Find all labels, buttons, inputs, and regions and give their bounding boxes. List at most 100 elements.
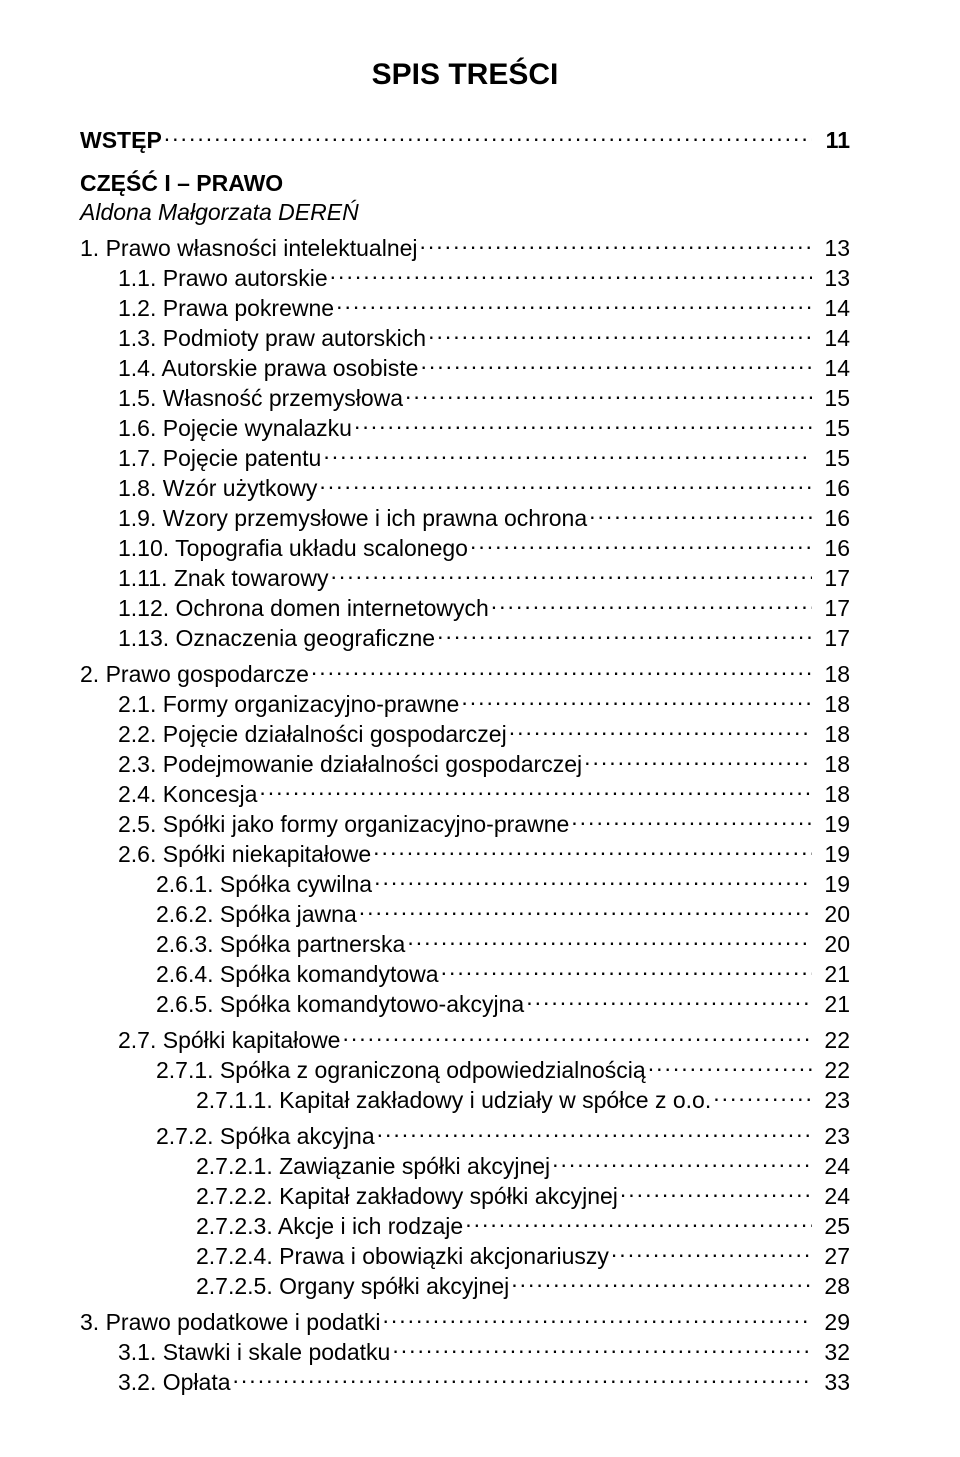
toc-entry: 2.6. Spółki niekapitałowe 19 [80, 839, 850, 869]
toc-entry: 2.7.2. Spółka akcyjna23 [80, 1121, 850, 1151]
toc-entry-label: 2.6. Spółki niekapitałowe [118, 840, 371, 869]
toc-entry-label: 2.6.1. Spółka cywilna [156, 870, 372, 899]
toc-entry: 2.6.5. Spółka komandytowo-akcyjna21 [80, 989, 850, 1019]
toc-entry-label: 1.4. Autorskie prawa osobiste [118, 354, 418, 383]
toc-entry-page: 18 [816, 750, 850, 779]
toc-entry: 2.6.3. Spółka partnerska20 [80, 929, 850, 959]
toc-entry-label: 2.6.5. Spółka komandytowo-akcyjna [156, 990, 524, 1019]
toc-leader-dots [620, 1181, 812, 1204]
toc-leader-dots [491, 593, 812, 616]
toc-entry-page: 20 [816, 930, 850, 959]
toc-leader-dots [589, 503, 812, 526]
toc-entry-label: 2.5. Spółki jako formy organizacyjno-pra… [118, 810, 569, 839]
toc-leader-dots [319, 473, 812, 496]
toc-entry: Aldona Małgorzata DEREŃ [80, 198, 850, 227]
toc-entry-page: 25 [816, 1212, 850, 1241]
toc-entry-label: 1.6. Pojęcie wynalazku [118, 414, 352, 443]
toc-entry-label: 2.3. Podejmowanie działalności gospodarc… [118, 750, 582, 779]
toc-leader-dots [359, 899, 812, 922]
toc-entry: WSTĘP11 [80, 125, 850, 155]
toc-leader-dots [233, 1367, 812, 1390]
toc-leader-dots [323, 443, 812, 466]
toc-entry-page: 22 [816, 1026, 850, 1055]
toc-entry-label: 1.1. Prawo autorskie [118, 264, 328, 293]
toc-entry: 2.7.1.1. Kapitał zakładowy i udziały w s… [80, 1085, 850, 1115]
toc-leader-dots [526, 989, 812, 1012]
toc-entry-label: 1.2. Prawa pokrewne [118, 294, 334, 323]
toc-entry: 3.1. Stawki i skale podatku32 [80, 1337, 850, 1367]
toc-entry-label: 2.7.2.1. Zawiązanie spółki akcyjnej [196, 1152, 550, 1181]
toc-entry-page: 13 [816, 234, 850, 263]
toc-entry-label: 1.12. Ochrona domen internetowych [118, 594, 489, 623]
toc-entry-page: 19 [816, 840, 850, 869]
toc-entry: 2.2. Pojęcie działalności gospodarczej 18 [80, 719, 850, 749]
toc-entry-page: 16 [816, 504, 850, 533]
toc-entry-page: 20 [816, 900, 850, 929]
toc-entry-page: 14 [816, 324, 850, 353]
toc-entry-label: CZĘŚĆ I – PRAWO [80, 169, 283, 198]
toc-entry: 2. Prawo gospodarcze 18 [80, 659, 850, 689]
toc-entry: 1.1. Prawo autorskie 13 [80, 263, 850, 293]
toc-entry-label: 2. Prawo gospodarcze [80, 660, 309, 689]
toc-leader-dots [164, 125, 812, 148]
toc-entry-page: 17 [816, 564, 850, 593]
toc-leader-dots [373, 839, 812, 862]
toc-entry-page: 17 [816, 624, 850, 653]
toc-entry: 1.3. Podmioty praw autorskich14 [80, 323, 850, 353]
toc-leader-dots [571, 809, 812, 832]
toc-entry-page: 33 [816, 1368, 850, 1397]
toc-entry: 2.6.4. Spółka komandytowa21 [80, 959, 850, 989]
toc-entry-page: 14 [816, 294, 850, 323]
toc-entry-label: 2.7. Spółki kapitałowe [118, 1026, 340, 1055]
toc-entry: 1.8. Wzór użytkowy 16 [80, 473, 850, 503]
toc-entry-page: 11 [816, 126, 850, 155]
toc-entry-label: 2.2. Pojęcie działalności gospodarczej [118, 720, 507, 749]
toc-entry-page: 19 [816, 810, 850, 839]
toc-entry-page: 16 [816, 534, 850, 563]
toc-entry-label: 2.7.1. Spółka z ograniczoną odpowiedzial… [156, 1056, 646, 1085]
toc-entry-page: 27 [816, 1242, 850, 1271]
toc-entry: 2.6.1. Spółka cywilna 19 [80, 869, 850, 899]
toc-entry-page: 16 [816, 474, 850, 503]
toc-entry: 1.10. Topografia układu scalonego16 [80, 533, 850, 563]
toc-leader-dots [461, 689, 812, 712]
toc-entry-page: 18 [816, 720, 850, 749]
toc-entry-label: 1. Prawo własności intelektualnej [80, 234, 418, 263]
toc-entry: 2.7.2.3. Akcje i ich rodzaje25 [80, 1211, 850, 1241]
toc-leader-dots [584, 749, 812, 772]
toc-entry-page: 29 [816, 1308, 850, 1337]
toc-leader-dots [470, 533, 812, 556]
toc-entry-page: 13 [816, 264, 850, 293]
toc-entry-label: 3.2. Opłata [118, 1368, 231, 1397]
toc-leader-dots [428, 323, 812, 346]
toc-entry-label: Aldona Małgorzata DEREŃ [80, 198, 359, 227]
toc-leader-dots [437, 623, 812, 646]
toc-entry-label: 1.9. Wzory przemysłowe i ich prawna ochr… [118, 504, 587, 533]
toc-entry: 2.7.1. Spółka z ograniczoną odpowiedzial… [80, 1055, 850, 1085]
toc-entry-page: 18 [816, 660, 850, 689]
toc-entry: 1.2. Prawa pokrewne 14 [80, 293, 850, 323]
toc-entry-page: 24 [816, 1152, 850, 1181]
toc-leader-dots [441, 959, 812, 982]
toc-entry-label: 1.7. Pojęcie patentu [118, 444, 321, 473]
toc-entry-label: 2.7.2.2. Kapitał zakładowy spółki akcyjn… [196, 1182, 618, 1211]
toc-entry-page: 32 [816, 1338, 850, 1367]
toc-entry-label: 2.1. Formy organizacyjno-prawne [118, 690, 459, 719]
toc-entry: 2.4. Koncesja18 [80, 779, 850, 809]
toc-entry-label: 2.4. Koncesja [118, 780, 257, 809]
toc-leader-dots [342, 1025, 812, 1048]
toc-entry-label: 2.6.2. Spółka jawna [156, 900, 357, 929]
toc-entry-label: 1.8. Wzór użytkowy [118, 474, 317, 503]
toc-leader-dots [382, 1307, 812, 1330]
toc-entry: 2.1. Formy organizacyjno-prawne18 [80, 689, 850, 719]
toc-leader-dots [374, 869, 812, 892]
toc-entry-label: 2.7.1.1. Kapitał zakładowy i udziały w s… [196, 1086, 711, 1115]
toc-leader-dots [420, 353, 812, 376]
table-of-contents: WSTĘP11 CZĘŚĆ I – PRAWOAldona Małgorzata … [80, 125, 850, 1397]
toc-entry: 2.7.2.5. Organy spółki akcyjnej28 [80, 1271, 850, 1301]
vertical-gap [80, 155, 850, 169]
toc-entry: 3. Prawo podatkowe i podatki29 [80, 1307, 850, 1337]
toc-entry-page: 19 [816, 870, 850, 899]
toc-leader-dots [392, 1337, 812, 1360]
toc-entry: 1. Prawo własności intelektualnej 13 [80, 233, 850, 263]
